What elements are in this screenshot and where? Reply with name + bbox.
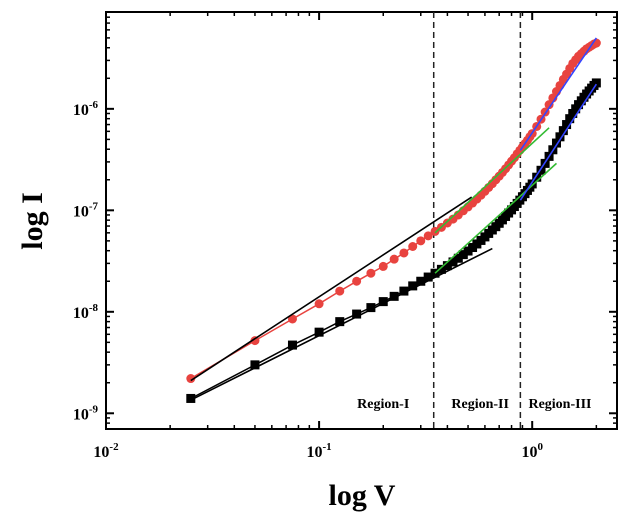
fit-line (434, 127, 550, 234)
data-point (314, 299, 324, 309)
data-point (555, 132, 565, 142)
data-point (551, 138, 561, 148)
data-point (565, 114, 575, 124)
data-point (532, 172, 542, 182)
data-point (536, 165, 546, 175)
data-point (568, 108, 578, 118)
x-tick-label: 100 (521, 441, 543, 461)
plot-frame (105, 11, 618, 430)
data-point (558, 126, 568, 136)
data-point (250, 360, 260, 370)
data-point (352, 276, 362, 286)
data-point (458, 250, 468, 260)
data-point (186, 374, 196, 384)
x-tick-label: 10-1 (307, 441, 332, 461)
data-point (448, 257, 458, 267)
y-axis-title: log I (16, 192, 49, 250)
data-point (442, 261, 452, 271)
series-line (190, 42, 597, 380)
x-tick-base: 10 (307, 444, 323, 461)
x-tick-label: 10-2 (93, 441, 119, 461)
region-labels: Region-I Region-II Region-III (357, 397, 591, 412)
x-tick-exp: -2 (109, 441, 119, 453)
data-point (423, 272, 433, 282)
data-point (408, 281, 418, 291)
y-tick-base: 10 (73, 305, 89, 322)
data-point (436, 264, 446, 274)
data-point (287, 340, 297, 350)
y-tick-label: 10-8 (73, 302, 99, 322)
y-tick-label: 10-7 (73, 200, 99, 220)
x-axis-title: log V (329, 479, 396, 512)
data-point (335, 286, 345, 296)
data-point (335, 317, 345, 327)
data-point (544, 100, 554, 110)
data-point (250, 336, 260, 346)
data-point (314, 327, 324, 337)
series-layer (186, 38, 601, 403)
data-point (416, 276, 426, 286)
fit-line (190, 247, 493, 401)
data-point (366, 303, 376, 313)
y-tick-label: 10-6 (73, 99, 99, 119)
data-point (399, 286, 409, 296)
x-tick-exp: 0 (537, 441, 543, 453)
data-point (408, 242, 418, 252)
data-point (453, 253, 463, 263)
data-point (389, 291, 399, 301)
y-tick-base: 10 (73, 102, 89, 119)
data-point (399, 248, 409, 258)
data-point (378, 261, 388, 271)
y-tick-exp: -7 (89, 200, 99, 212)
data-point (389, 254, 399, 264)
data-point (366, 268, 376, 278)
data-point (352, 309, 362, 319)
data-point (562, 120, 572, 130)
y-tick-base: 10 (73, 203, 89, 220)
data-point (378, 297, 388, 307)
x-tick-base: 10 (521, 444, 537, 461)
data-point (527, 179, 537, 189)
x-tick-exp: -1 (323, 441, 332, 453)
series-circle (186, 38, 601, 384)
data-point (430, 226, 440, 236)
y-tick-label: 10-9 (73, 403, 99, 423)
fit-line (519, 37, 598, 151)
data-point (463, 246, 473, 256)
fit-line (519, 83, 598, 201)
region-label: Region-II (451, 397, 509, 412)
fit-line (190, 196, 473, 382)
data-point (186, 393, 196, 403)
y-tick-exp: -9 (89, 403, 99, 415)
fit-layer (190, 37, 598, 401)
data-point (591, 78, 601, 88)
data-point (423, 231, 433, 241)
y-tick-exp: -6 (89, 99, 99, 111)
fit-line (434, 162, 558, 274)
data-point (416, 236, 426, 246)
y-tick-base: 10 (73, 406, 89, 423)
region-label: Region-I (357, 397, 409, 412)
y-tick-exp: -8 (89, 302, 99, 314)
x-tick-base: 10 (93, 444, 109, 461)
region-label: Region-III (528, 397, 591, 412)
data-point (287, 314, 297, 324)
